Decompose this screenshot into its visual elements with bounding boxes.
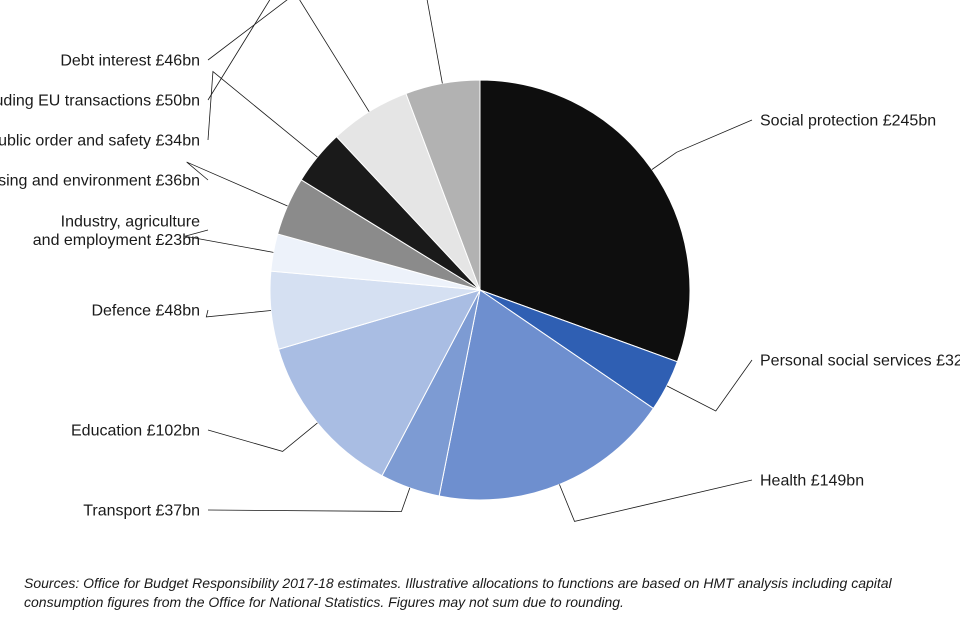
slice-label: Social protection £245bn — [760, 113, 936, 130]
leader-line — [208, 0, 369, 112]
slice-label: Transport £37bn — [83, 503, 200, 520]
slice-label: Personal social services £32bn — [760, 353, 960, 370]
slice-label: Other including EU transactions £50bn — [0, 93, 200, 110]
spending-pie-chart: Social protection £245bn Personal social … — [0, 0, 960, 640]
leader-line — [208, 488, 410, 512]
leader-line — [559, 480, 752, 521]
leader-line — [187, 162, 288, 206]
slice-label: Health £149bn — [760, 473, 864, 490]
source-note: Sources: Office for Budget Responsibilit… — [24, 574, 936, 612]
slice-label: Industry, agricultureand employment £23b… — [33, 213, 200, 248]
slice-label: Public order and safety £34bn — [0, 133, 200, 150]
leader-line — [206, 310, 271, 317]
slice-label: Education £102bn — [71, 423, 200, 440]
leader-line — [208, 72, 317, 157]
leader-line — [652, 120, 752, 170]
slice-label: Debt interest £46bn — [60, 53, 200, 70]
leader-line — [667, 360, 752, 411]
slice-label: Housing and environment £36bn — [0, 173, 200, 190]
leader-line — [208, 423, 317, 451]
slice-label: Defence £48bn — [91, 303, 200, 320]
